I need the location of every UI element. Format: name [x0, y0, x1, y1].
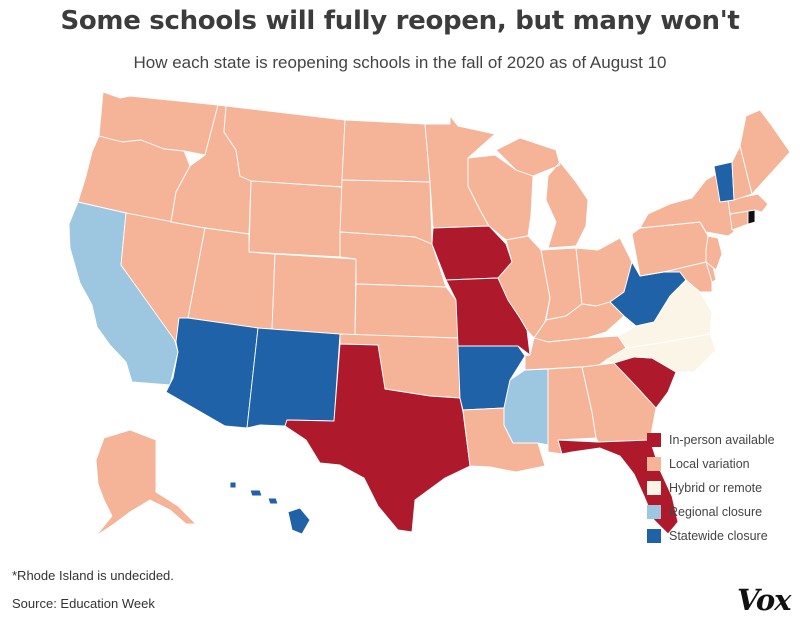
legend-item-regional-closure: Regional closure: [647, 500, 797, 524]
legend-label: Hybrid or remote: [669, 481, 763, 495]
footnote: *Rhode Island is undecided.: [12, 568, 174, 583]
state-illinois: [497, 235, 551, 339]
source-credit: Source: Education Week: [12, 596, 155, 611]
legend-swatch: [647, 481, 661, 495]
vox-logo: Vox: [737, 583, 791, 617]
legend-item-statewide-closure: Statewide closure: [647, 524, 797, 548]
legend-label: Regional closure: [669, 505, 763, 519]
legend-label: Local variation: [669, 457, 750, 471]
legend-swatch: [647, 433, 661, 447]
legend-item-local-variation: Local variation: [647, 452, 797, 476]
state-alaska: [95, 429, 197, 537]
state-texas: [284, 343, 471, 533]
legend-swatch: [647, 505, 661, 519]
legend-item-in-person: In-person available: [647, 428, 797, 452]
state-michigan: [495, 137, 589, 249]
state-rhode-island: [747, 209, 756, 225]
state-maine: [739, 109, 791, 195]
state-kentucky: [533, 301, 625, 343]
state-new-mexico: [246, 327, 341, 429]
state-new-jersey: [705, 235, 723, 271]
state-north-dakota: [341, 119, 431, 183]
legend: In-person available Local variation Hybr…: [647, 428, 797, 548]
legend-swatch: [647, 529, 661, 543]
legend-label: Statewide closure: [669, 529, 768, 543]
state-kansas: [354, 283, 459, 339]
state-arizona: [165, 317, 259, 429]
legend-item-hybrid: Hybrid or remote: [647, 476, 797, 500]
state-colorado: [271, 253, 357, 336]
chart-subtitle: How each state is reopening schools in t…: [133, 53, 667, 72]
state-hawaii: [229, 481, 311, 535]
state-montana: [223, 105, 346, 188]
state-wyoming: [248, 180, 343, 258]
chart-title: Some schools will fully reopen, but many…: [60, 6, 740, 36]
state-mississippi: [503, 368, 549, 446]
legend-swatch: [647, 457, 661, 471]
legend-label: In-person available: [669, 433, 775, 447]
